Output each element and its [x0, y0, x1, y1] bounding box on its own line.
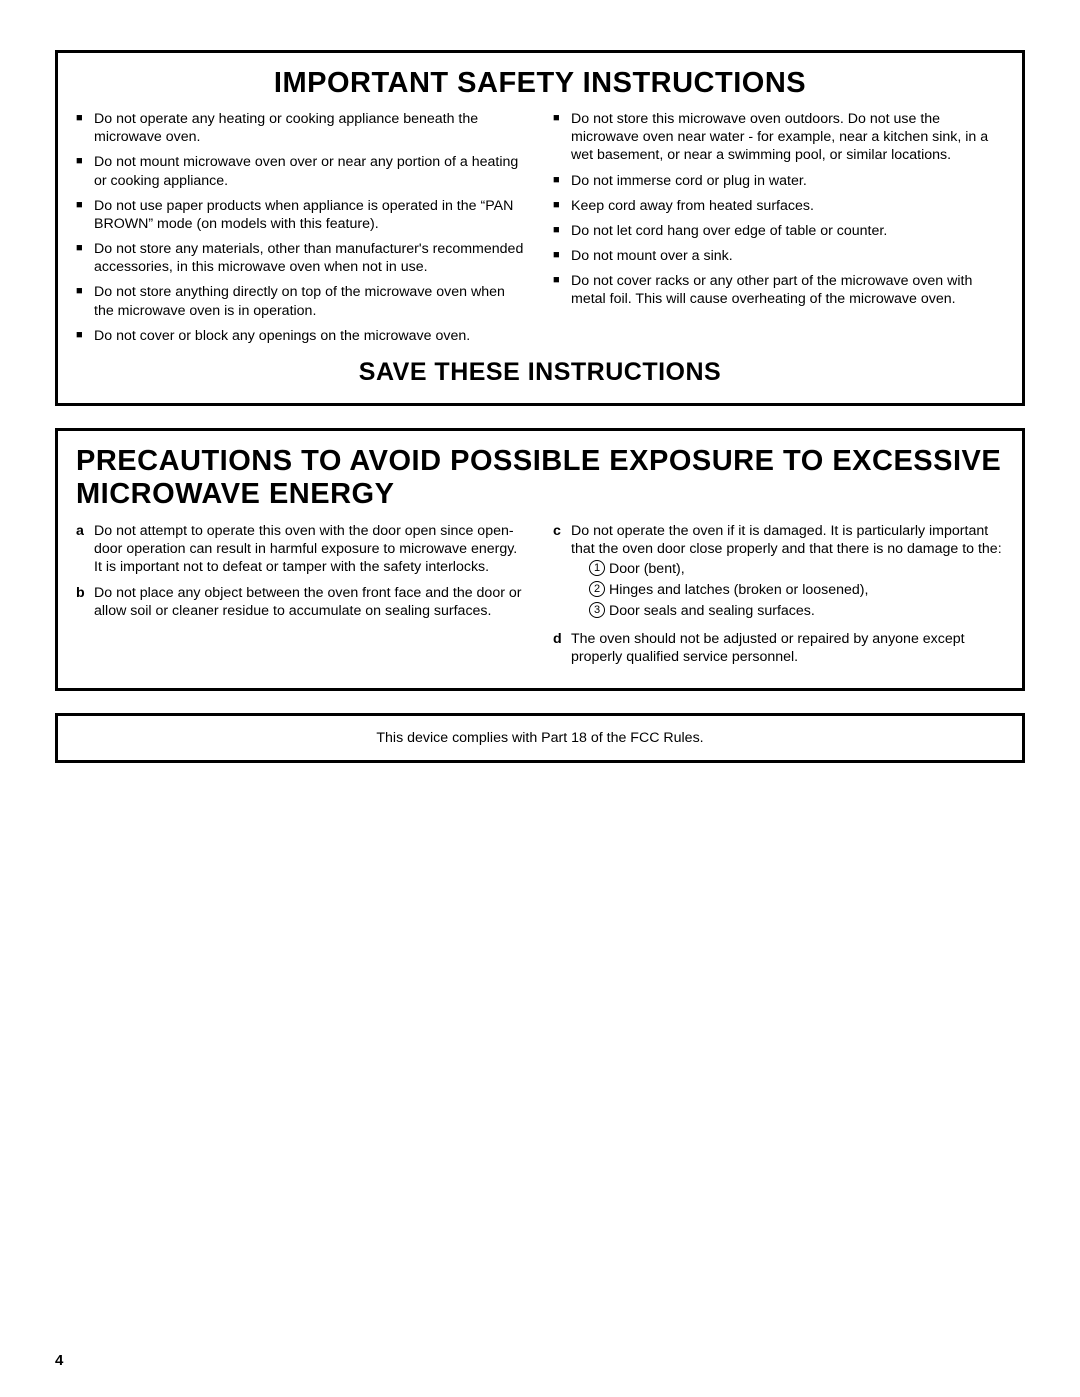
- list-item: Do not use paper products when appliance…: [76, 197, 527, 233]
- list-item: Keep cord away from heated surfaces.: [553, 197, 1004, 215]
- precautions-right-list: c Do not operate the oven if it is damag…: [553, 522, 1004, 666]
- list-item: Do not mount microwave oven over or near…: [76, 153, 527, 189]
- circled-number: 2: [589, 581, 605, 597]
- precautions-left-list: a Do not attempt to operate this oven wi…: [76, 522, 527, 621]
- safety-columns: Do not operate any heating or cooking ap…: [76, 110, 1004, 352]
- item-text: Do not operate the oven if it is damaged…: [571, 523, 1002, 557]
- list-item: 2 Hinges and latches (broken or loosened…: [589, 581, 1004, 601]
- precautions-right-column: c Do not operate the oven if it is damag…: [553, 522, 1004, 674]
- list-item: a Do not attempt to operate this oven wi…: [76, 522, 527, 577]
- precautions-left-column: a Do not attempt to operate this oven wi…: [76, 522, 527, 674]
- list-item: Do not store this microwave oven outdoor…: [553, 110, 1004, 165]
- safety-right-column: Do not store this microwave oven outdoor…: [553, 110, 1004, 352]
- document-page: IMPORTANT SAFETY INSTRUCTIONS Do not ope…: [0, 0, 1080, 1397]
- subitem-text: Hinges and latches (broken or loosened),: [609, 582, 868, 598]
- subitem-text: Door (bent),: [609, 561, 685, 577]
- fcc-notice-box: This device complies with Part 18 of the…: [55, 713, 1025, 763]
- item-text: Do not attempt to operate this oven with…: [94, 523, 517, 575]
- list-item: 1 Door (bent),: [589, 560, 1004, 580]
- item-text: Do not place any object between the oven…: [94, 585, 522, 619]
- list-item: Do not store any materials, other than m…: [76, 240, 527, 276]
- list-item: Do not operate any heating or cooking ap…: [76, 110, 527, 146]
- precautions-columns: a Do not attempt to operate this oven wi…: [76, 522, 1004, 674]
- list-item: Do not cover or block any openings on th…: [76, 327, 527, 345]
- safety-box-footer: SAVE THESE INSTRUCTIONS: [76, 358, 1004, 387]
- item-label: c: [553, 522, 561, 540]
- list-item: d The oven should not be adjusted or rep…: [553, 630, 1004, 666]
- item-text: The oven should not be adjusted or repai…: [571, 631, 965, 665]
- list-item: Do not cover racks or any other part of …: [553, 272, 1004, 308]
- list-item: 3 Door seals and sealing surfaces.: [589, 602, 1004, 622]
- item-label: a: [76, 522, 84, 540]
- safety-instructions-box: IMPORTANT SAFETY INSTRUCTIONS Do not ope…: [55, 50, 1025, 406]
- safety-left-column: Do not operate any heating or cooking ap…: [76, 110, 527, 352]
- list-item: Do not store anything directly on top of…: [76, 283, 527, 319]
- circled-number: 1: [589, 560, 605, 576]
- item-label: b: [76, 584, 85, 602]
- item-label: d: [553, 630, 562, 648]
- safety-box-title: IMPORTANT SAFETY INSTRUCTIONS: [76, 67, 1004, 100]
- precautions-title: PRECAUTIONS TO AVOID POSSIBLE EXPOSURE T…: [76, 445, 1004, 512]
- safety-left-list: Do not operate any heating or cooking ap…: [76, 110, 527, 345]
- list-item: Do not mount over a sink.: [553, 247, 1004, 265]
- fcc-notice-text: This device complies with Part 18 of the…: [376, 730, 703, 746]
- safety-right-list: Do not store this microwave oven outdoor…: [553, 110, 1004, 309]
- list-item: Do not let cord hang over edge of table …: [553, 222, 1004, 240]
- subitem-text: Door seals and sealing surfaces.: [609, 603, 815, 619]
- precautions-box: PRECAUTIONS TO AVOID POSSIBLE EXPOSURE T…: [55, 428, 1025, 691]
- damage-sublist: 1 Door (bent), 2 Hinges and latches (bro…: [571, 560, 1004, 622]
- circled-number: 3: [589, 602, 605, 618]
- list-item: c Do not operate the oven if it is damag…: [553, 522, 1004, 622]
- page-number: 4: [55, 1352, 63, 1369]
- list-item: Do not immerse cord or plug in water.: [553, 172, 1004, 190]
- list-item: b Do not place any object between the ov…: [76, 584, 527, 620]
